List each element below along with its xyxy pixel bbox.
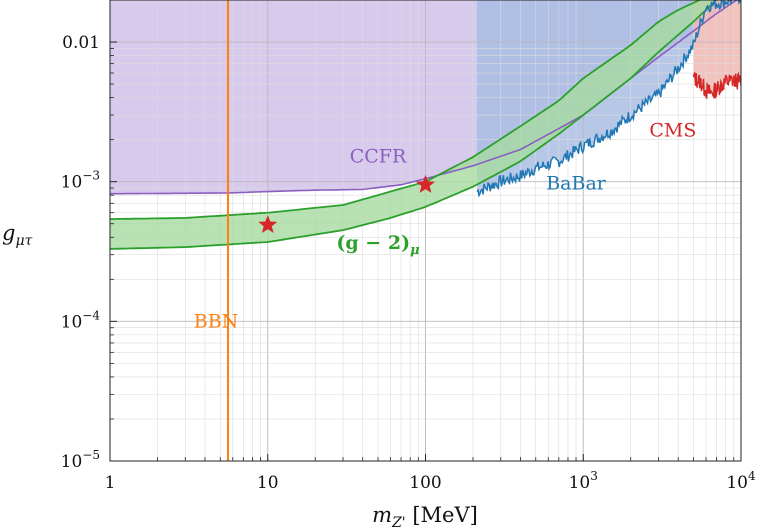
line-babar (476, 0, 741, 198)
annotation-ccfr: CCFR (350, 146, 407, 168)
line-cms (692, 71, 741, 100)
y-tick-label: 10−3 (61, 169, 100, 193)
grid (110, 0, 741, 461)
x-axis-label: mZ' [MeV] (372, 503, 478, 531)
annotation-babar: BaBar (546, 172, 607, 194)
x-tick-label: 10 (257, 473, 279, 493)
line-g-2-upper (110, 0, 702, 220)
x-tick-label: 100 (409, 473, 441, 493)
annotations: CCFR BaBar CMS BBN (g − 2)μ (194, 120, 697, 333)
curves (110, 0, 741, 461)
benchmark-star-1 (258, 215, 278, 233)
x-tick-label: 104 (726, 469, 756, 493)
axes: 1 10 100 103 104 10−5 10−4 10−3 0.01 (61, 0, 756, 493)
y-tick-label: 10−4 (61, 308, 101, 332)
line-g-2-lower (110, 0, 718, 250)
y-tick-label: 0.01 (62, 33, 100, 53)
x-tick-label: 103 (569, 469, 598, 493)
region-cms (693, 0, 741, 99)
y-tick-label: 10−5 (61, 448, 100, 472)
annotation-g-2: (g − 2)μ (336, 232, 420, 258)
annotation-cms: CMS (649, 120, 696, 142)
benchmark-star-2 (416, 174, 435, 193)
benchmark-points (258, 174, 435, 233)
y-axis-label: gμτ (2, 221, 33, 249)
annotation-bbn: BBN (194, 311, 239, 333)
x-tick-label: 1 (105, 473, 116, 493)
